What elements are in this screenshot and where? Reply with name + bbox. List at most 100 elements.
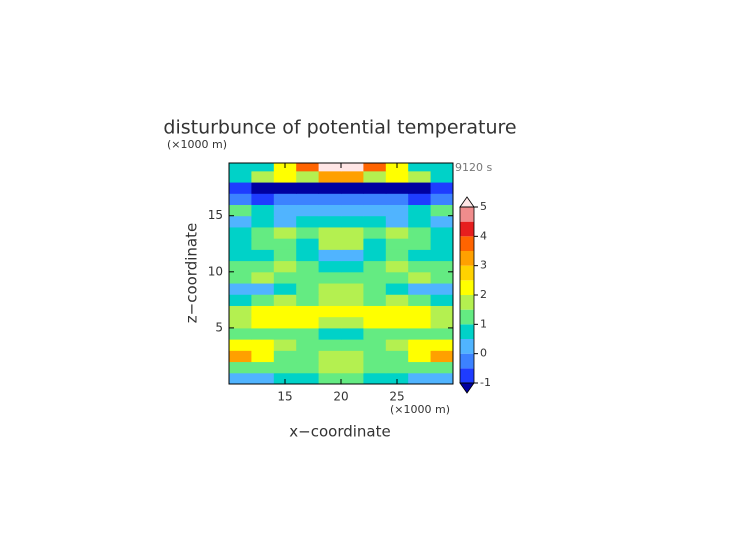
colorbar-tick-label: 0: [480, 347, 487, 360]
contour-cell: [318, 339, 342, 351]
contour-cell: [229, 339, 252, 351]
contour-cell: [318, 215, 342, 228]
contour-cell: [363, 163, 387, 172]
contour-cell: [318, 204, 342, 217]
colorbar-swatch: [460, 207, 474, 222]
contour-cell: [318, 163, 342, 172]
contour-cell: [296, 271, 320, 284]
contour-cell: [341, 339, 364, 351]
contour-cell: [363, 226, 387, 239]
contour-cell: [430, 283, 453, 295]
time-label: 9120 s: [455, 161, 492, 174]
y-axis-label: z−coordinate: [183, 223, 201, 323]
contour-cell: [318, 294, 342, 306]
contour-cell: [273, 271, 297, 284]
colorbar-tick-label: -1: [480, 376, 491, 389]
contour-cell: [318, 327, 342, 340]
contour-cell: [363, 182, 387, 194]
y-unit-label: (×1000 m): [167, 138, 227, 151]
contour-cell: [363, 327, 387, 340]
contour-cell: [251, 193, 275, 206]
contour-cell: [430, 226, 453, 239]
contour-cell: [341, 283, 364, 295]
x-tick-label: 20: [333, 390, 348, 404]
contour-cell: [296, 372, 320, 384]
contour-cell: [341, 215, 364, 228]
contour-cell: [363, 271, 387, 284]
contour-cell: [229, 163, 252, 172]
contour-cell: [296, 327, 320, 340]
contour-cell: [408, 249, 432, 262]
contour-cell: [341, 260, 364, 273]
contour-cell: [296, 215, 320, 228]
contour-cell: [318, 305, 342, 318]
contour-cell: [430, 327, 453, 340]
colorbar-tick-label: 5: [480, 200, 487, 213]
colorbar-swatch: [460, 221, 474, 237]
contour-cell: [408, 193, 432, 206]
contour-cell: [229, 283, 252, 295]
contour-cell: [229, 249, 252, 262]
colorbar-tick-label: 3: [480, 259, 487, 272]
contour-cell: [273, 305, 297, 318]
colorbar-swatch: [460, 309, 474, 325]
contour-cell: [296, 238, 320, 250]
contour-cell: [251, 305, 275, 318]
contour-cell: [296, 361, 320, 374]
contour-cell: [363, 283, 387, 295]
contour-cell: [229, 305, 252, 318]
contour-cell: [229, 271, 252, 284]
contour-cell: [229, 316, 252, 329]
contour-cell: [273, 339, 297, 351]
contour-cell: [385, 316, 409, 329]
contour-cell: [251, 350, 275, 363]
contour-cell: [273, 193, 297, 206]
contour-cell: [385, 260, 409, 273]
contour-cell: [385, 271, 409, 284]
contour-cell: [363, 316, 387, 329]
contour-cell: [229, 260, 252, 273]
contour-cell: [408, 215, 432, 228]
contour-cell: [385, 204, 409, 217]
contour-cell: [251, 170, 275, 183]
contour-cell: [318, 238, 342, 250]
colorbar-swatch: [460, 324, 474, 339]
contour-cell: [296, 294, 320, 306]
contour-cell: [273, 372, 297, 384]
contour-cell: [430, 215, 453, 228]
contour-cell: [273, 316, 297, 329]
y-tick-label: 10: [208, 264, 223, 278]
contour-cell: [363, 170, 387, 183]
contour-cell: [251, 339, 275, 351]
contour-cell: [341, 271, 364, 284]
contour-cell: [296, 283, 320, 295]
colorbar-swatch: [460, 368, 474, 383]
contour-cell: [251, 294, 275, 306]
contour-cell: [408, 350, 432, 363]
contour-cell: [341, 204, 364, 217]
contour-cell: [296, 350, 320, 363]
y-tick-label: 5: [215, 320, 223, 334]
contour-cell: [341, 372, 364, 384]
contour-cell: [408, 294, 432, 306]
contour-cell: [363, 305, 387, 318]
contour-cell: [251, 283, 275, 295]
contour-cell: [318, 283, 342, 295]
contour-cell: [273, 361, 297, 374]
contour-cell: [363, 204, 387, 217]
contour-cell: [341, 361, 364, 374]
contour-cell: [430, 163, 453, 172]
contour-cell: [251, 215, 275, 228]
contour-cell: [408, 238, 432, 250]
contour-cell: [430, 193, 453, 206]
contour-cell: [296, 249, 320, 262]
colorbar-tick-label: 1: [480, 317, 487, 330]
x-tick-label: 25: [389, 390, 404, 404]
contour-cell: [363, 215, 387, 228]
contour-cell: [363, 294, 387, 306]
contour-cell: [229, 226, 252, 239]
contour-cell: [296, 193, 320, 206]
contour-cell: [229, 361, 252, 374]
colorbar-swatch: [460, 236, 474, 251]
